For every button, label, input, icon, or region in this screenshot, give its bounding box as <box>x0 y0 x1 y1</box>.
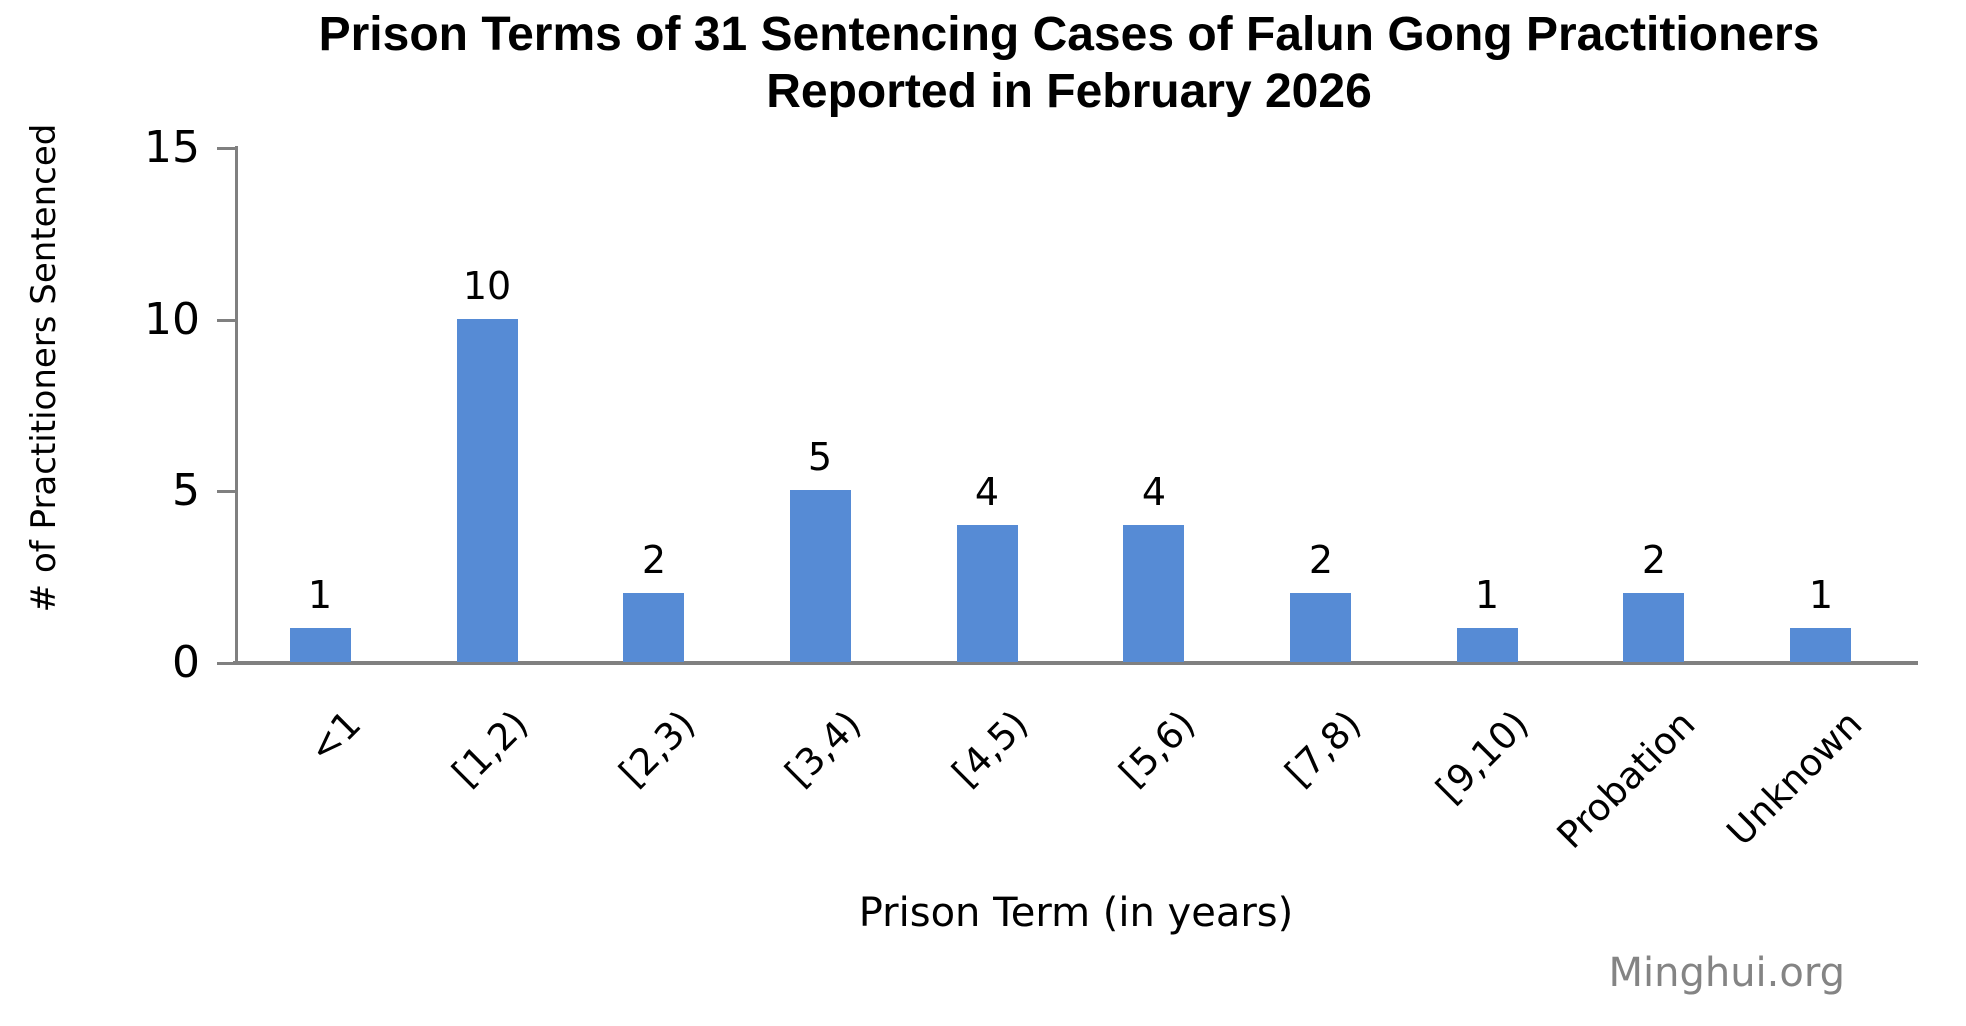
x-tick-label: Unknown <box>1718 702 1871 855</box>
y-tick-label: 0 <box>172 637 200 688</box>
x-tick-label: [5,6) <box>1111 702 1204 795</box>
chart-title: Prison Terms of 31 Sentencing Cases of F… <box>220 6 1918 120</box>
value-label: 10 <box>462 264 512 308</box>
y-tick-label: 5 <box>172 465 200 517</box>
y-tick-label: 15 <box>144 122 200 174</box>
y-tick-label: 10 <box>144 293 200 345</box>
chart-title-line-1: Prison Terms of 31 Sentencing Cases of F… <box>318 8 1820 61</box>
bar <box>957 525 1018 662</box>
chart-title-line-2: Reported in February 2026 <box>766 65 1372 118</box>
x-axis-title: Prison Term (in years) <box>858 890 1294 936</box>
x-tick-label: [3,4) <box>777 702 870 795</box>
y-tick-mark <box>217 147 238 151</box>
y-tick-mark <box>217 662 238 665</box>
bar <box>457 319 518 662</box>
x-tick-label: [4,5) <box>944 702 1037 795</box>
y-axis-line <box>235 146 238 665</box>
x-tick-label: [7,8) <box>1277 702 1370 795</box>
x-tick-label: [9,10) <box>1427 702 1537 812</box>
y-axis-title: # of Practitioners Sentenced <box>24 123 64 613</box>
watermark: Minghui.org <box>1608 950 1845 996</box>
y-tick-mark <box>217 318 238 322</box>
bar <box>790 490 851 662</box>
value-label: 5 <box>807 435 833 479</box>
bar <box>290 628 351 662</box>
x-tick-label: [1,2) <box>444 702 537 795</box>
bar <box>1123 525 1184 662</box>
value-label: 1 <box>307 573 333 617</box>
x-tick-label: Probation <box>1549 702 1704 857</box>
bar <box>623 593 684 662</box>
value-label: 1 <box>1808 573 1834 617</box>
value-label: 2 <box>641 538 667 582</box>
y-tick-mark <box>217 490 238 494</box>
bar <box>1290 593 1351 662</box>
x-tick-label: [2,3) <box>611 702 704 795</box>
x-tick-label: <1 <box>300 702 370 772</box>
x-axis-line <box>233 661 1918 665</box>
value-label: 2 <box>1308 538 1334 582</box>
bar <box>1623 593 1684 662</box>
value-label: 2 <box>1641 538 1667 582</box>
bar <box>1457 628 1518 662</box>
value-label: 1 <box>1474 573 1500 617</box>
value-label: 4 <box>1141 470 1167 514</box>
bar <box>1790 628 1851 662</box>
value-label: 4 <box>974 470 1000 514</box>
